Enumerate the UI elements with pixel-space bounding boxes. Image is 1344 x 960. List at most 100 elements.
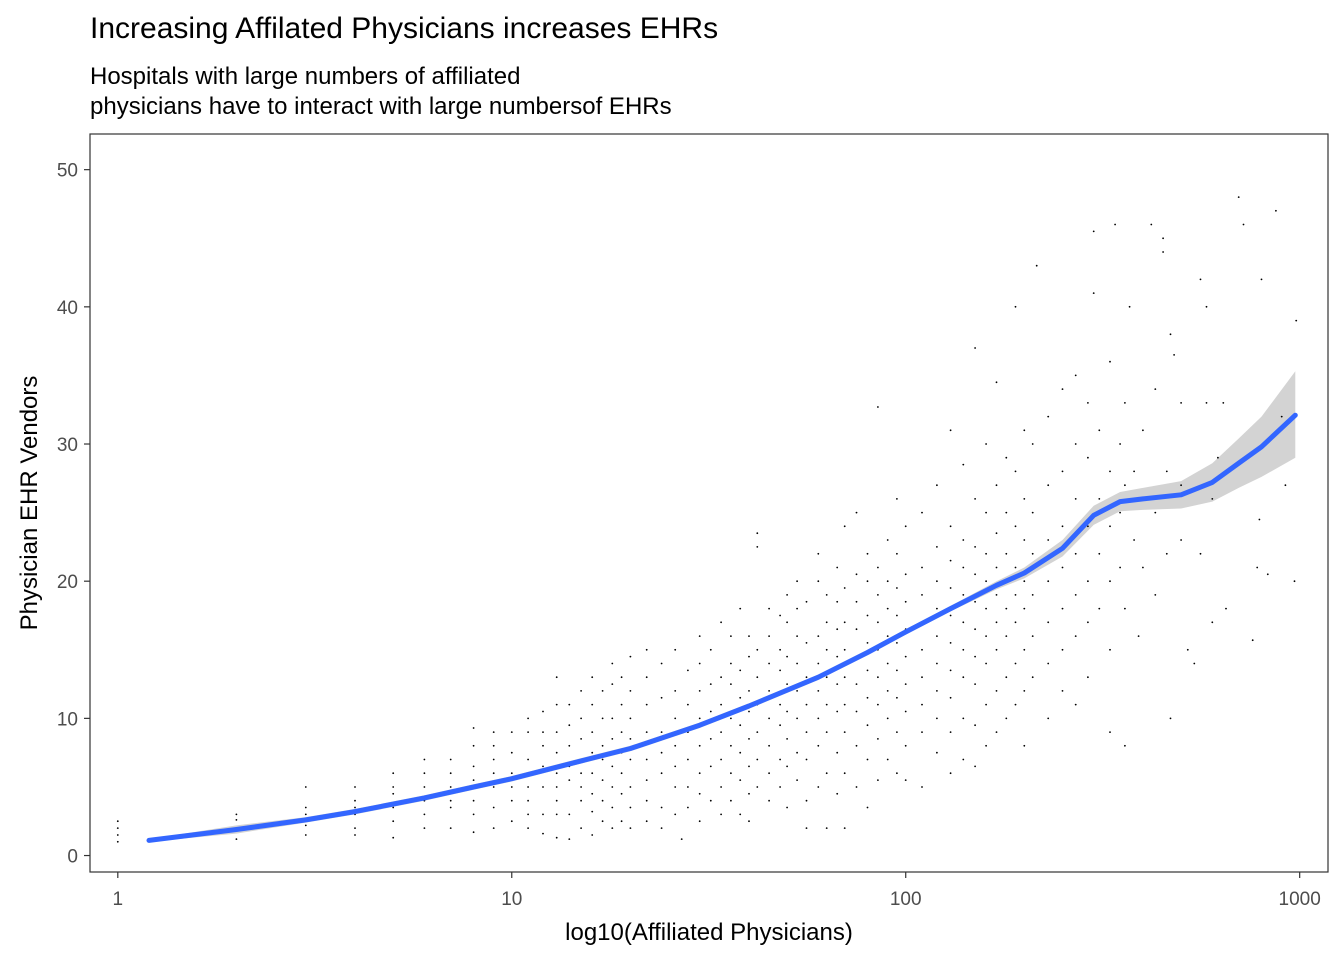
data-point — [756, 731, 759, 733]
data-point — [542, 813, 544, 816]
data-point — [492, 758, 495, 761]
data-point — [1280, 415, 1283, 418]
data-point — [1109, 648, 1111, 651]
data-point — [779, 758, 781, 761]
data-point — [1031, 552, 1034, 555]
data-point — [995, 532, 998, 535]
x-tick-label: 100 — [890, 889, 922, 910]
data-point — [235, 838, 238, 840]
data-point — [698, 744, 701, 747]
data-point — [1124, 484, 1126, 487]
data-point — [492, 786, 495, 788]
data-point — [698, 635, 701, 637]
data-point — [748, 690, 750, 692]
data-point — [1074, 552, 1077, 555]
data-point — [985, 552, 987, 555]
data-point — [886, 635, 889, 637]
data-point — [423, 813, 426, 816]
data-point — [510, 731, 513, 733]
data-point — [674, 690, 677, 692]
data-point — [620, 820, 623, 823]
data-point — [568, 724, 571, 727]
data-point — [1186, 648, 1189, 651]
data-point — [580, 690, 582, 692]
data-point — [591, 676, 594, 679]
data-point — [886, 758, 889, 761]
data-point — [510, 820, 513, 823]
y-tick-label: 0 — [67, 847, 78, 868]
data-point — [817, 744, 820, 747]
data-point — [629, 738, 632, 740]
data-point — [1035, 264, 1038, 267]
data-point — [825, 731, 828, 733]
data-point — [687, 806, 689, 809]
data-point — [995, 621, 998, 624]
data-point — [1119, 511, 1121, 514]
data-point — [354, 834, 356, 836]
data-point — [843, 703, 846, 706]
data-point — [985, 580, 987, 583]
data-point — [962, 717, 965, 720]
data-point — [449, 799, 452, 802]
data-point — [709, 683, 712, 685]
data-point — [779, 648, 781, 651]
data-point — [354, 827, 356, 829]
data-point — [611, 765, 614, 768]
data-point — [995, 381, 998, 384]
data-point — [423, 827, 426, 829]
data-point — [1087, 402, 1089, 404]
data-point — [796, 662, 798, 665]
data-point — [611, 786, 614, 788]
data-point — [1031, 443, 1034, 445]
data-point — [748, 635, 750, 637]
data-point — [1109, 580, 1111, 583]
data-point — [896, 552, 898, 555]
x-axis-title: log10(Affiliated Physicians) — [565, 919, 853, 946]
data-point — [555, 731, 558, 733]
data-point — [568, 744, 571, 747]
data-point — [936, 690, 938, 692]
data-point — [1074, 635, 1077, 637]
data-point — [825, 648, 828, 651]
data-point — [768, 662, 770, 665]
data-point — [949, 731, 952, 733]
data-point — [116, 827, 119, 829]
data-point — [805, 799, 808, 802]
data-point — [1109, 525, 1111, 528]
data-point — [674, 765, 677, 768]
data-point — [768, 744, 770, 747]
data-point — [698, 772, 701, 775]
data-point — [611, 717, 614, 720]
data-point — [591, 834, 594, 836]
data-point — [817, 552, 820, 555]
data-point — [786, 594, 788, 596]
data-point — [877, 703, 879, 706]
data-point — [510, 772, 513, 775]
chart-subtitle-line-2: physicians have to interact with large n… — [90, 93, 672, 120]
data-point — [836, 566, 839, 569]
data-point — [354, 806, 356, 809]
data-point — [836, 683, 839, 685]
data-point — [510, 786, 513, 788]
data-point — [949, 696, 952, 699]
data-point — [866, 642, 869, 644]
data-point — [904, 573, 907, 576]
data-point — [1061, 525, 1064, 528]
data-point — [1047, 415, 1050, 418]
data-point — [674, 744, 677, 747]
data-point — [843, 676, 846, 679]
data-point — [1092, 292, 1095, 294]
data-point — [1199, 278, 1202, 281]
data-point — [527, 827, 529, 829]
data-point — [1142, 429, 1144, 432]
data-point — [392, 806, 395, 809]
x-tick-label: 1000 — [1279, 889, 1321, 910]
data-point — [1031, 594, 1034, 596]
data-point — [1128, 305, 1131, 308]
data-point — [580, 786, 582, 788]
data-point — [843, 648, 846, 651]
data-point — [974, 498, 976, 500]
data-point — [843, 587, 846, 589]
data-point — [985, 744, 987, 747]
data-point — [645, 820, 648, 823]
